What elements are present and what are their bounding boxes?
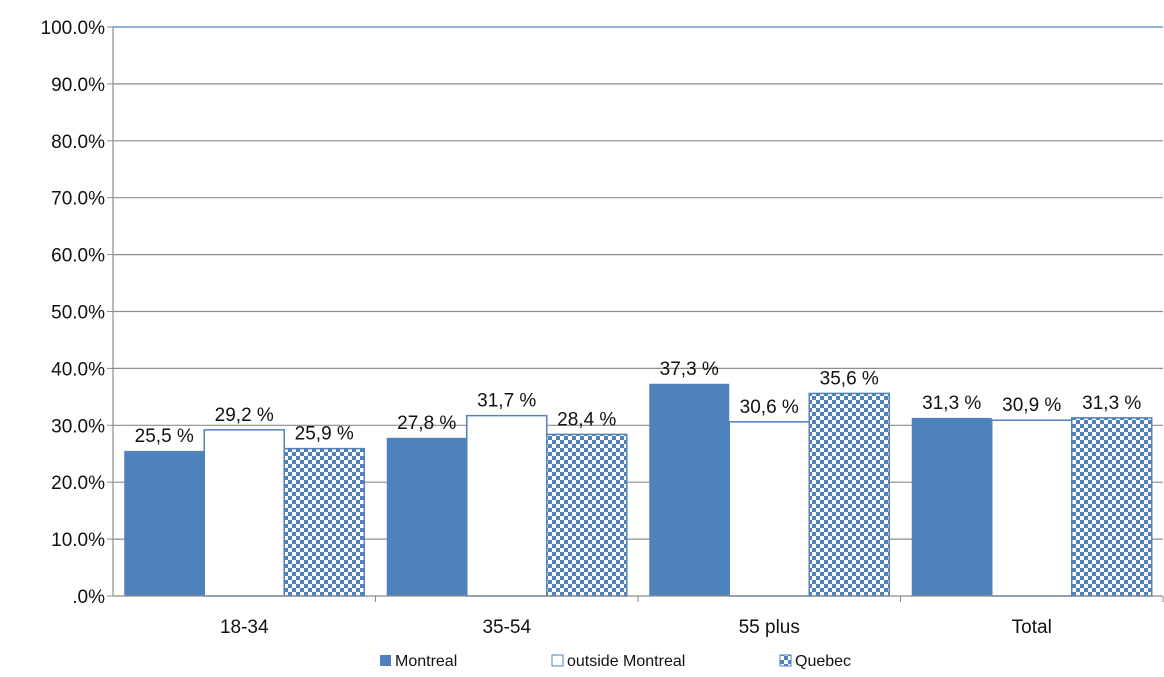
y-tick-label: 40.0% [51,359,105,380]
data-label: 31,3 % [922,393,981,414]
legend: Montreal outside Montreal Quebec [380,653,851,670]
x-tick-label: Total [1012,617,1052,638]
bar [283,447,365,597]
axes [112,27,1164,602]
legend-swatch [551,654,564,667]
legend-label: Montreal [395,653,457,670]
data-label: 28,4 % [557,409,616,430]
y-tick-label: 60.0% [51,246,105,267]
y-tick-label: 90.0% [51,75,105,96]
bars [124,383,1153,597]
bar [808,392,890,597]
bar [386,437,467,596]
data-label: 31,3 % [1082,393,1141,414]
data-label: 29,2 % [215,405,274,426]
bar [546,433,628,597]
y-tick-label: 100.0% [41,18,106,39]
data-labels: 25,5 % 29,2 % 25,9 % 27,8 % 31,7 % 28,4 % 37,3… [135,359,1142,447]
y-tick-label: 20.0% [51,473,105,494]
bar [911,417,992,596]
bar [728,421,810,597]
x-tick-label: 55 plus [739,617,800,638]
data-label: 25,9 % [295,424,354,445]
x-tick-label: 18-34 [220,617,269,638]
x-axis-ticks: 18-34 35-54 55 plus Total [220,617,1052,638]
data-label: 27,8 % [397,413,456,434]
x-tick-label: 35-54 [482,617,531,638]
legend-label: Quebec [795,653,851,670]
y-tick-label: 30.0% [51,416,105,437]
data-label: 25,5 % [135,426,194,447]
legend-swatch [380,655,391,666]
y-tick-label: .0% [72,587,105,608]
legend-swatch [779,654,792,667]
y-tick-label: 10.0% [51,530,105,551]
bar [124,450,205,596]
bar [991,419,1073,597]
y-tick-label: 50.0% [51,303,105,324]
bar [203,429,285,597]
legend-label: outside Montreal [567,653,685,670]
y-tick-label: 80.0% [51,132,105,153]
bar [466,414,548,597]
data-label: 30,6 % [740,397,799,418]
bar [649,383,730,596]
bar [1071,417,1153,597]
y-axis-ticks: .0% 10.0% 20.0% 30.0% 40.0% 50.0% 60.0% 70.0% 80… [41,18,106,608]
data-label: 31,7 % [477,391,536,412]
data-label: 35,6 % [820,368,879,389]
y-tick-label: 70.0% [51,189,105,210]
data-label: 30,9 % [1002,395,1061,416]
data-label: 37,3 % [660,359,719,380]
